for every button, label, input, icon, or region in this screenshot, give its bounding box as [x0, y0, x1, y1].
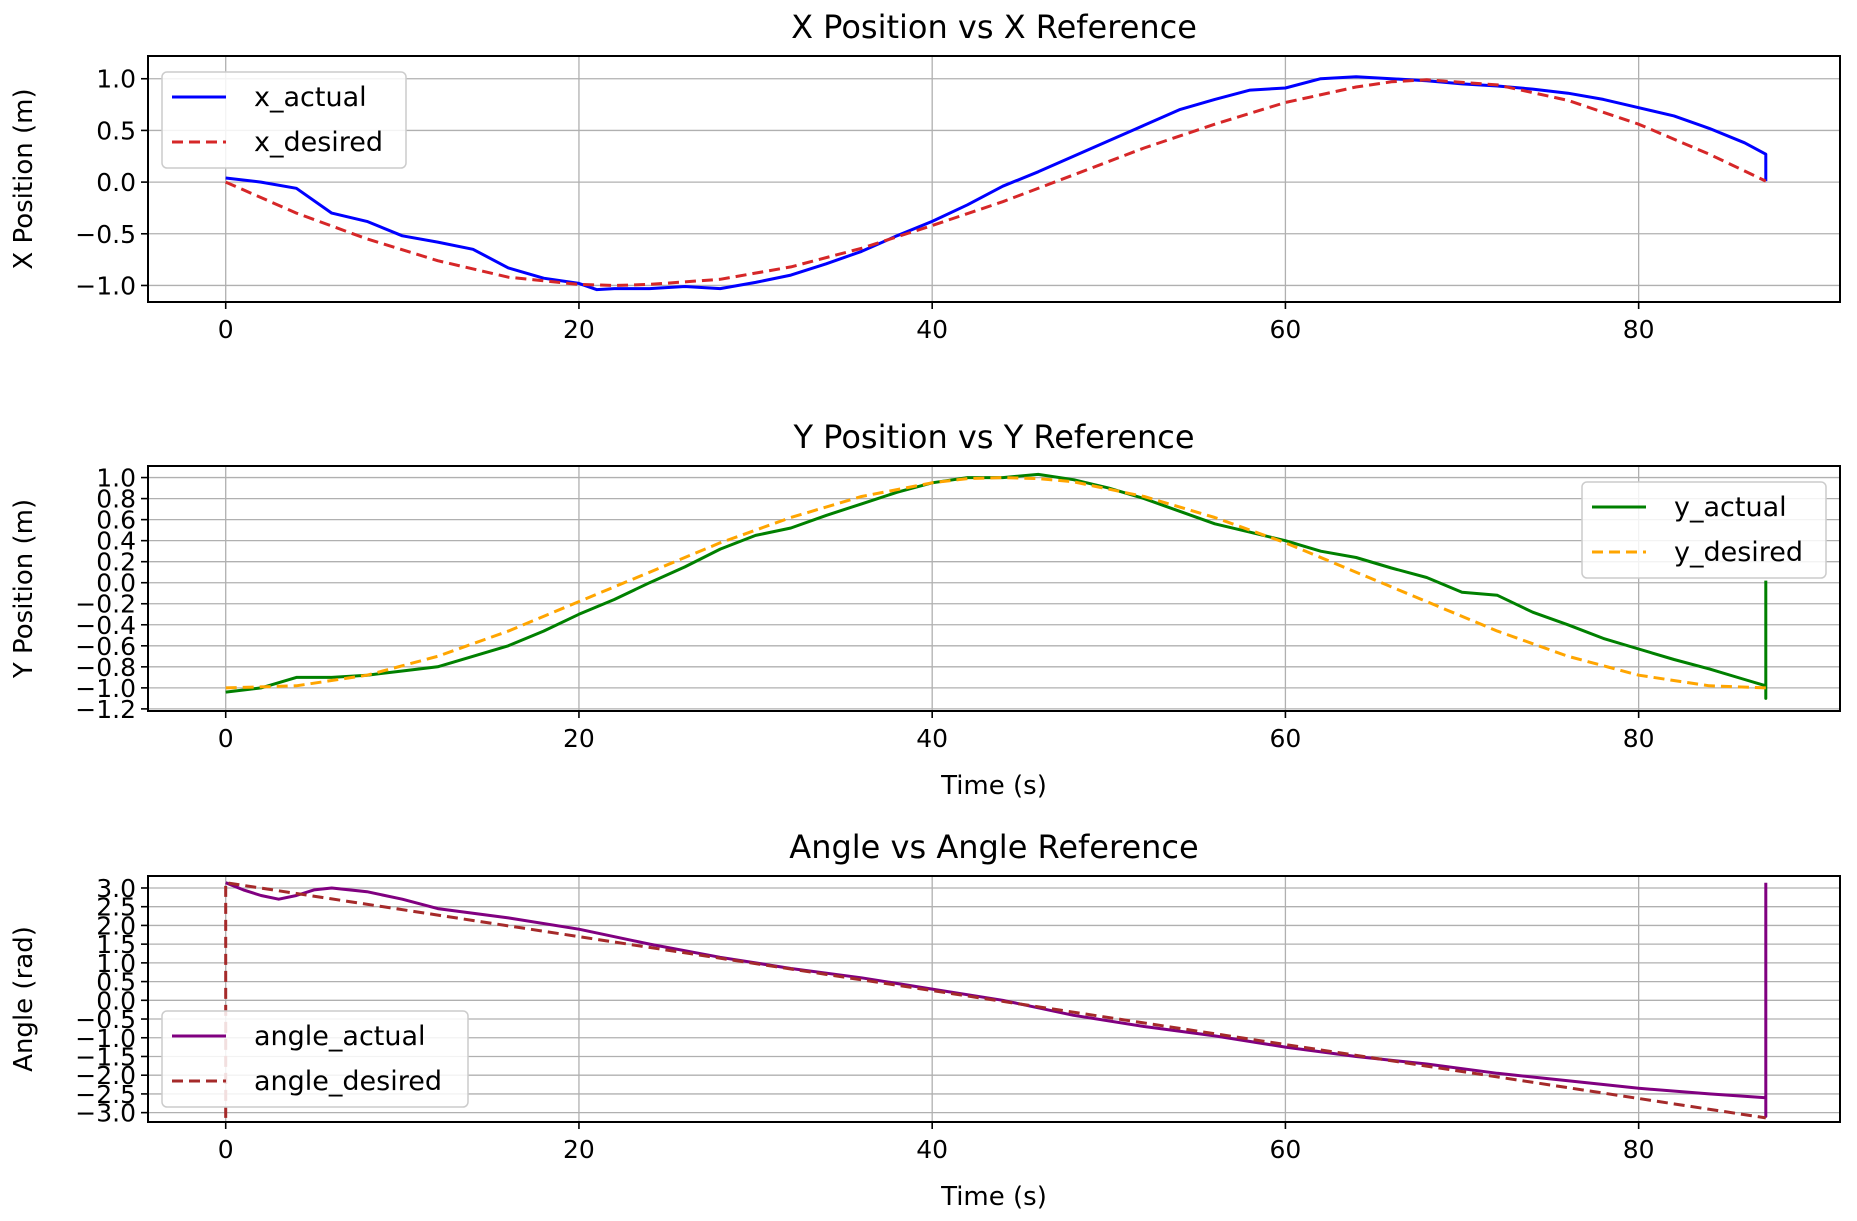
y-axis-label: Angle (rad)	[9, 926, 39, 1072]
y-tick-label: 0.4	[96, 527, 136, 556]
y-tick-label: −0.6	[75, 632, 136, 661]
y-tick-label: −0.5	[75, 1005, 136, 1034]
y-tick-label: 0.0	[96, 569, 136, 598]
x-tick-label: 40	[916, 315, 948, 344]
x-tick-label: 20	[563, 724, 595, 753]
y-tick-label: 0.5	[96, 968, 136, 997]
y-tick-label: 0.2	[96, 548, 136, 577]
y-tick-label: −1.0	[75, 674, 136, 703]
x-tick-label: 40	[916, 1135, 948, 1164]
series-line-y_desired	[225, 476, 1766, 690]
y-tick-label: −0.5	[75, 220, 136, 249]
series-line-x_actual	[225, 75, 1768, 292]
y-tick-label: 0.0	[96, 986, 136, 1015]
legend: angle_actual angle_desired	[161, 1010, 469, 1108]
subplot-3: 0 20 40 60 80 3.02.52.01.51.00.50.0−0.5−1.0−1…	[9, 828, 1841, 1212]
x-axis-label: Time (s)	[940, 1182, 1047, 1212]
y-tick-label: −1.0	[75, 1024, 136, 1053]
chart-title: Y Position vs Y Reference	[792, 418, 1194, 456]
axes-frame	[147, 55, 1841, 303]
x-tick-label: 80	[1623, 724, 1655, 753]
legend-label-y_desired: y_desired	[1674, 537, 1803, 568]
y-tick-label: 0.8	[96, 485, 136, 514]
y-tick-label: 2.5	[96, 893, 136, 922]
x-tick-label: 40	[916, 724, 948, 753]
y-tick-label: −0.8	[75, 653, 136, 682]
y-tick-label: 1.0	[96, 949, 136, 978]
series-line-angle_actual	[225, 881, 1768, 1118]
legend-label-y_actual: y_actual	[1674, 492, 1787, 523]
legend: y_actual y_desired	[1581, 481, 1827, 579]
x-tick-label: 60	[1270, 1135, 1302, 1164]
legend: x_actual x_desired	[161, 71, 407, 169]
legend-label-angle_desired: angle_desired	[254, 1066, 442, 1097]
chart-title: Angle vs Angle Reference	[789, 828, 1198, 866]
chart-title: X Position vs X Reference	[791, 8, 1197, 46]
subplot-1: 0 20 40 60 80 1.0 0.5 0.0 −0.5 −1.0 X Position vs …	[9, 8, 1841, 344]
x-tick-label: 0	[218, 315, 234, 344]
legend-label-x_actual: x_actual	[254, 82, 367, 113]
x-tick-label: 60	[1270, 315, 1302, 344]
y-axis-label: X Position (m)	[9, 88, 39, 269]
y-axis-label: Y Position (m)	[9, 499, 39, 679]
y-tick-label: −0.2	[75, 590, 136, 619]
x-tick-label: 60	[1270, 724, 1302, 753]
y-tick-label: 0.5	[96, 116, 136, 145]
y-tick-label: −1.5	[75, 1042, 136, 1071]
axes-frame	[147, 875, 1841, 1123]
y-tick-label: 1.0	[96, 464, 136, 493]
subplot-2: 0 20 40 60 801.00.80.60.40.20.0−0.2−0.4−0.6−…	[9, 418, 1841, 801]
axes-frame	[147, 465, 1841, 712]
x-tick-label: 20	[563, 1135, 595, 1164]
y-tick-label: 0.0	[96, 168, 136, 197]
x-axis-label: Time (s)	[940, 771, 1047, 801]
y-tick-label: −2.0	[75, 1061, 136, 1090]
legend-label-x_desired: x_desired	[254, 127, 383, 158]
legend-label-angle_actual: angle_actual	[254, 1021, 426, 1052]
y-tick-label: 1.5	[96, 930, 136, 959]
x-tick-label: 80	[1623, 315, 1655, 344]
y-tick-label: −1.2	[75, 695, 136, 724]
x-tick-label: 80	[1623, 1135, 1655, 1164]
y-tick-label: −3.0	[75, 1099, 136, 1128]
x-tick-label: 0	[218, 1135, 234, 1164]
y-tick-label: −1.0	[75, 271, 136, 300]
x-tick-label: 20	[563, 315, 595, 344]
y-tick-label: −0.4	[75, 611, 136, 640]
y-tick-label: 2.0	[96, 911, 136, 940]
y-tick-label: 1.0	[96, 65, 136, 94]
series-line-y_actual	[225, 472, 1768, 700]
y-tick-label: 3.0	[96, 874, 136, 903]
y-tick-label: −2.5	[75, 1080, 136, 1109]
legend-box	[161, 1010, 469, 1108]
y-tick-label: 0.6	[96, 506, 136, 535]
x-tick-label: 0	[218, 724, 234, 753]
series-line-x_desired	[225, 78, 1767, 287]
